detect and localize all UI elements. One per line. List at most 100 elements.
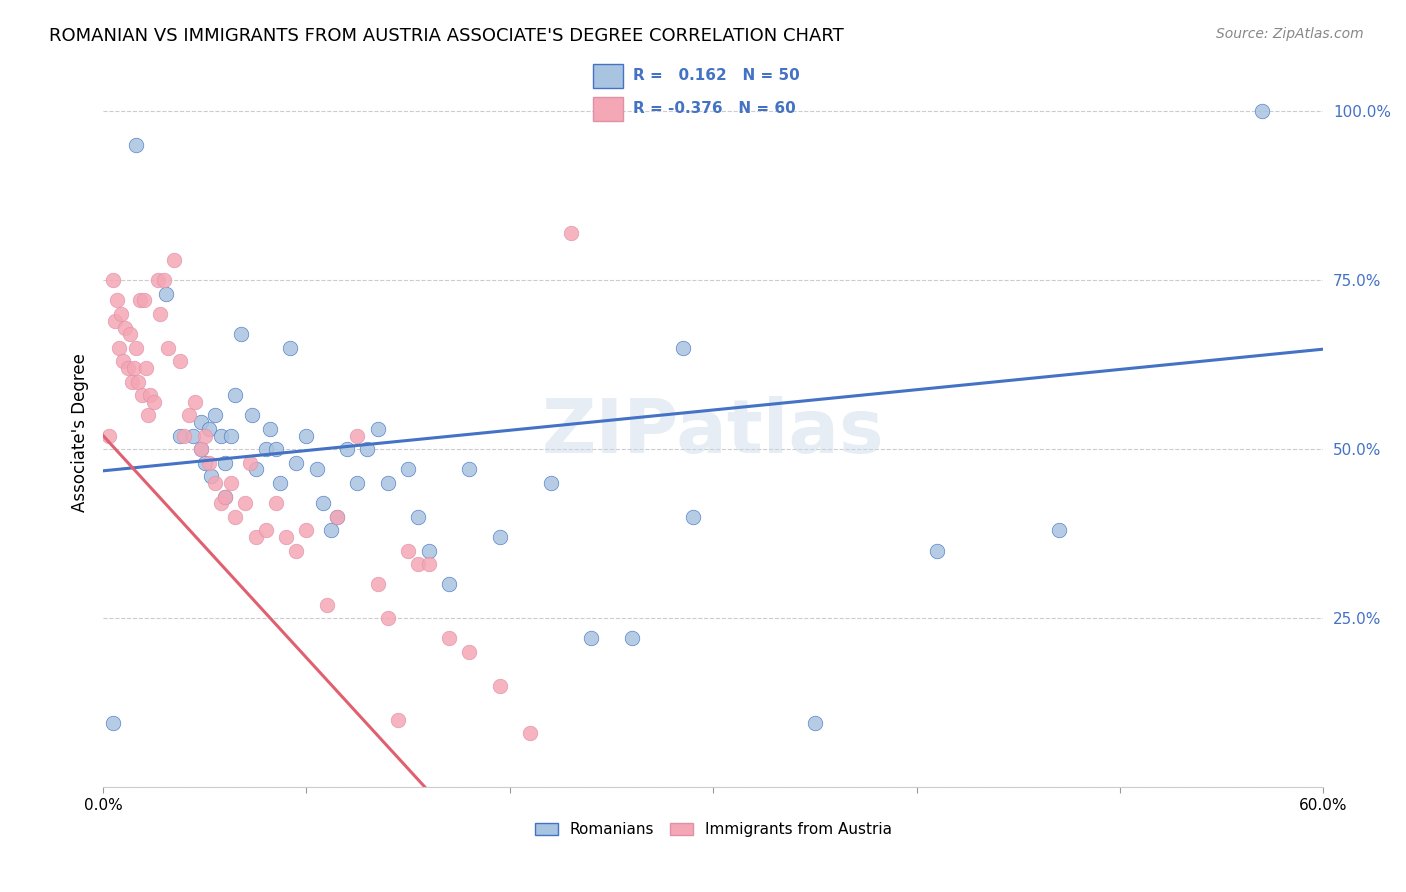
Point bbox=[157, 341, 180, 355]
Point bbox=[114, 320, 136, 334]
Point bbox=[295, 428, 318, 442]
Point bbox=[190, 442, 212, 457]
Point bbox=[169, 428, 191, 442]
Point bbox=[387, 713, 409, 727]
Point bbox=[285, 543, 308, 558]
Point bbox=[804, 715, 827, 730]
Point bbox=[346, 475, 368, 490]
Text: R = -0.376   N = 60: R = -0.376 N = 60 bbox=[633, 102, 796, 116]
Point bbox=[264, 496, 287, 510]
Point bbox=[295, 524, 318, 538]
Point bbox=[254, 524, 277, 538]
Point bbox=[204, 475, 226, 490]
Point bbox=[367, 577, 389, 591]
Point bbox=[305, 462, 328, 476]
Point bbox=[214, 490, 236, 504]
Text: Source: ZipAtlas.com: Source: ZipAtlas.com bbox=[1216, 27, 1364, 41]
Point bbox=[356, 442, 378, 457]
Point bbox=[121, 375, 143, 389]
Point bbox=[672, 341, 695, 355]
Point bbox=[408, 557, 430, 571]
Point bbox=[488, 530, 510, 544]
Text: R =   0.162   N = 50: R = 0.162 N = 50 bbox=[633, 69, 800, 84]
Point bbox=[183, 395, 205, 409]
Point bbox=[377, 475, 399, 490]
Point bbox=[418, 557, 440, 571]
Point bbox=[198, 456, 221, 470]
Point bbox=[377, 611, 399, 625]
Point bbox=[181, 428, 204, 442]
Point bbox=[224, 509, 246, 524]
Point bbox=[315, 598, 337, 612]
Point bbox=[437, 632, 460, 646]
Point bbox=[177, 409, 200, 423]
Point bbox=[235, 496, 257, 510]
Point bbox=[103, 715, 125, 730]
Point bbox=[117, 361, 139, 376]
Point bbox=[319, 524, 342, 538]
Point bbox=[127, 375, 149, 389]
Point bbox=[132, 293, 155, 308]
Point bbox=[124, 341, 146, 355]
Point bbox=[259, 422, 281, 436]
Point bbox=[155, 286, 177, 301]
Point bbox=[458, 462, 481, 476]
Point bbox=[136, 409, 159, 423]
Point bbox=[488, 679, 510, 693]
Point bbox=[437, 577, 460, 591]
Point bbox=[169, 354, 191, 368]
Point bbox=[200, 469, 222, 483]
Point bbox=[682, 509, 704, 524]
Point bbox=[1047, 524, 1070, 538]
Point bbox=[285, 456, 308, 470]
Point bbox=[231, 327, 253, 342]
Point bbox=[131, 388, 153, 402]
Point bbox=[1251, 104, 1274, 119]
Point bbox=[254, 442, 277, 457]
Point bbox=[190, 415, 212, 429]
Point bbox=[128, 293, 150, 308]
Point bbox=[336, 442, 359, 457]
FancyBboxPatch shape bbox=[593, 97, 623, 120]
Point bbox=[173, 428, 195, 442]
Point bbox=[326, 509, 349, 524]
Text: ZIPatlas: ZIPatlas bbox=[541, 396, 884, 469]
Point bbox=[396, 543, 419, 558]
FancyBboxPatch shape bbox=[593, 64, 623, 87]
Legend: Romanians, Immigrants from Austria: Romanians, Immigrants from Austria bbox=[529, 816, 898, 843]
Point bbox=[204, 409, 226, 423]
Point bbox=[245, 530, 267, 544]
Point bbox=[264, 442, 287, 457]
Point bbox=[146, 273, 169, 287]
Point bbox=[396, 462, 419, 476]
Point bbox=[269, 475, 291, 490]
Point bbox=[118, 327, 141, 342]
Point bbox=[276, 530, 298, 544]
Point bbox=[139, 388, 162, 402]
Point bbox=[519, 726, 541, 740]
Point bbox=[408, 509, 430, 524]
Point bbox=[124, 138, 146, 153]
Point bbox=[214, 490, 236, 504]
Point bbox=[240, 409, 263, 423]
Point bbox=[925, 543, 948, 558]
Point bbox=[135, 361, 157, 376]
Point bbox=[219, 475, 242, 490]
Point bbox=[224, 388, 246, 402]
Point bbox=[103, 273, 125, 287]
Point bbox=[149, 307, 172, 321]
Point bbox=[367, 422, 389, 436]
Point bbox=[209, 496, 232, 510]
Point bbox=[163, 252, 186, 267]
Point bbox=[346, 428, 368, 442]
Point bbox=[278, 341, 301, 355]
Point bbox=[122, 361, 145, 376]
Point bbox=[418, 543, 440, 558]
Point bbox=[312, 496, 335, 510]
Point bbox=[458, 645, 481, 659]
Point bbox=[110, 307, 132, 321]
Point bbox=[105, 293, 128, 308]
Point bbox=[326, 509, 349, 524]
Point bbox=[194, 456, 217, 470]
Point bbox=[104, 314, 127, 328]
